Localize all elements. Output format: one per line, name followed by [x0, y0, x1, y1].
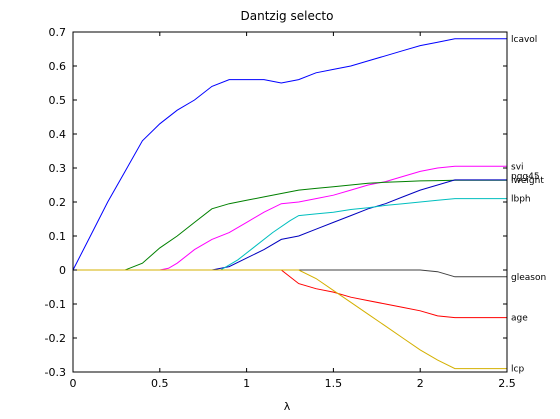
series-end-label: lweight [511, 176, 544, 186]
series-line-lcavol [72, 38, 507, 271]
y-tick-label: 0.5 [49, 94, 67, 107]
x-axis-label: λ [284, 400, 291, 413]
y-tick-label: 0.4 [49, 128, 67, 141]
series-line-lweight [73, 179, 507, 271]
y-tick-label: 0 [59, 264, 66, 277]
y-tick-label: 0.7 [49, 26, 67, 39]
x-tick-label: 1 [243, 377, 250, 390]
plot-frame [72, 31, 508, 373]
plot-lines [72, 38, 507, 370]
series-end-label: gleason [511, 273, 546, 283]
y-tick-label: 0.1 [49, 230, 67, 243]
series-end-label: lcavol [511, 35, 537, 45]
series-end-label: pgg45 [511, 172, 540, 182]
y-tick-label: 0.2 [49, 196, 67, 209]
axis-ticks: 0 0.5 1 1.5 2 2.5 -0.3 -0.2 -0.1 0 0.1 0.2 0.3 0.4 0.5… [45, 26, 516, 390]
series-end-label: age [511, 314, 528, 324]
series-end-label: svi [511, 162, 524, 172]
series-line-lbph [73, 198, 507, 271]
series-end-label: lcp [511, 365, 524, 375]
x-tick-label: 0.5 [151, 377, 169, 390]
x-tick-label: 0 [70, 377, 77, 390]
y-tick-label: -0.1 [45, 298, 66, 311]
series-line-age [73, 269, 507, 319]
series-line-pgg45 [73, 179, 507, 271]
y-tick-label: 0.3 [49, 162, 67, 175]
series-line-gleason [73, 269, 507, 278]
series-end-label: lbph [511, 195, 531, 205]
x-tick-label: 2.5 [498, 377, 516, 390]
series-line-svi [73, 165, 507, 271]
x-tick-label: 2 [417, 377, 424, 390]
chart-title: Dantzig selecto [241, 9, 334, 23]
series-line-lcp [73, 269, 507, 370]
y-tick-label: -0.3 [45, 366, 66, 379]
x-tick-label: 1.5 [325, 377, 343, 390]
y-tick-label: -0.2 [45, 332, 66, 345]
y-tick-label: 0.6 [49, 60, 67, 73]
